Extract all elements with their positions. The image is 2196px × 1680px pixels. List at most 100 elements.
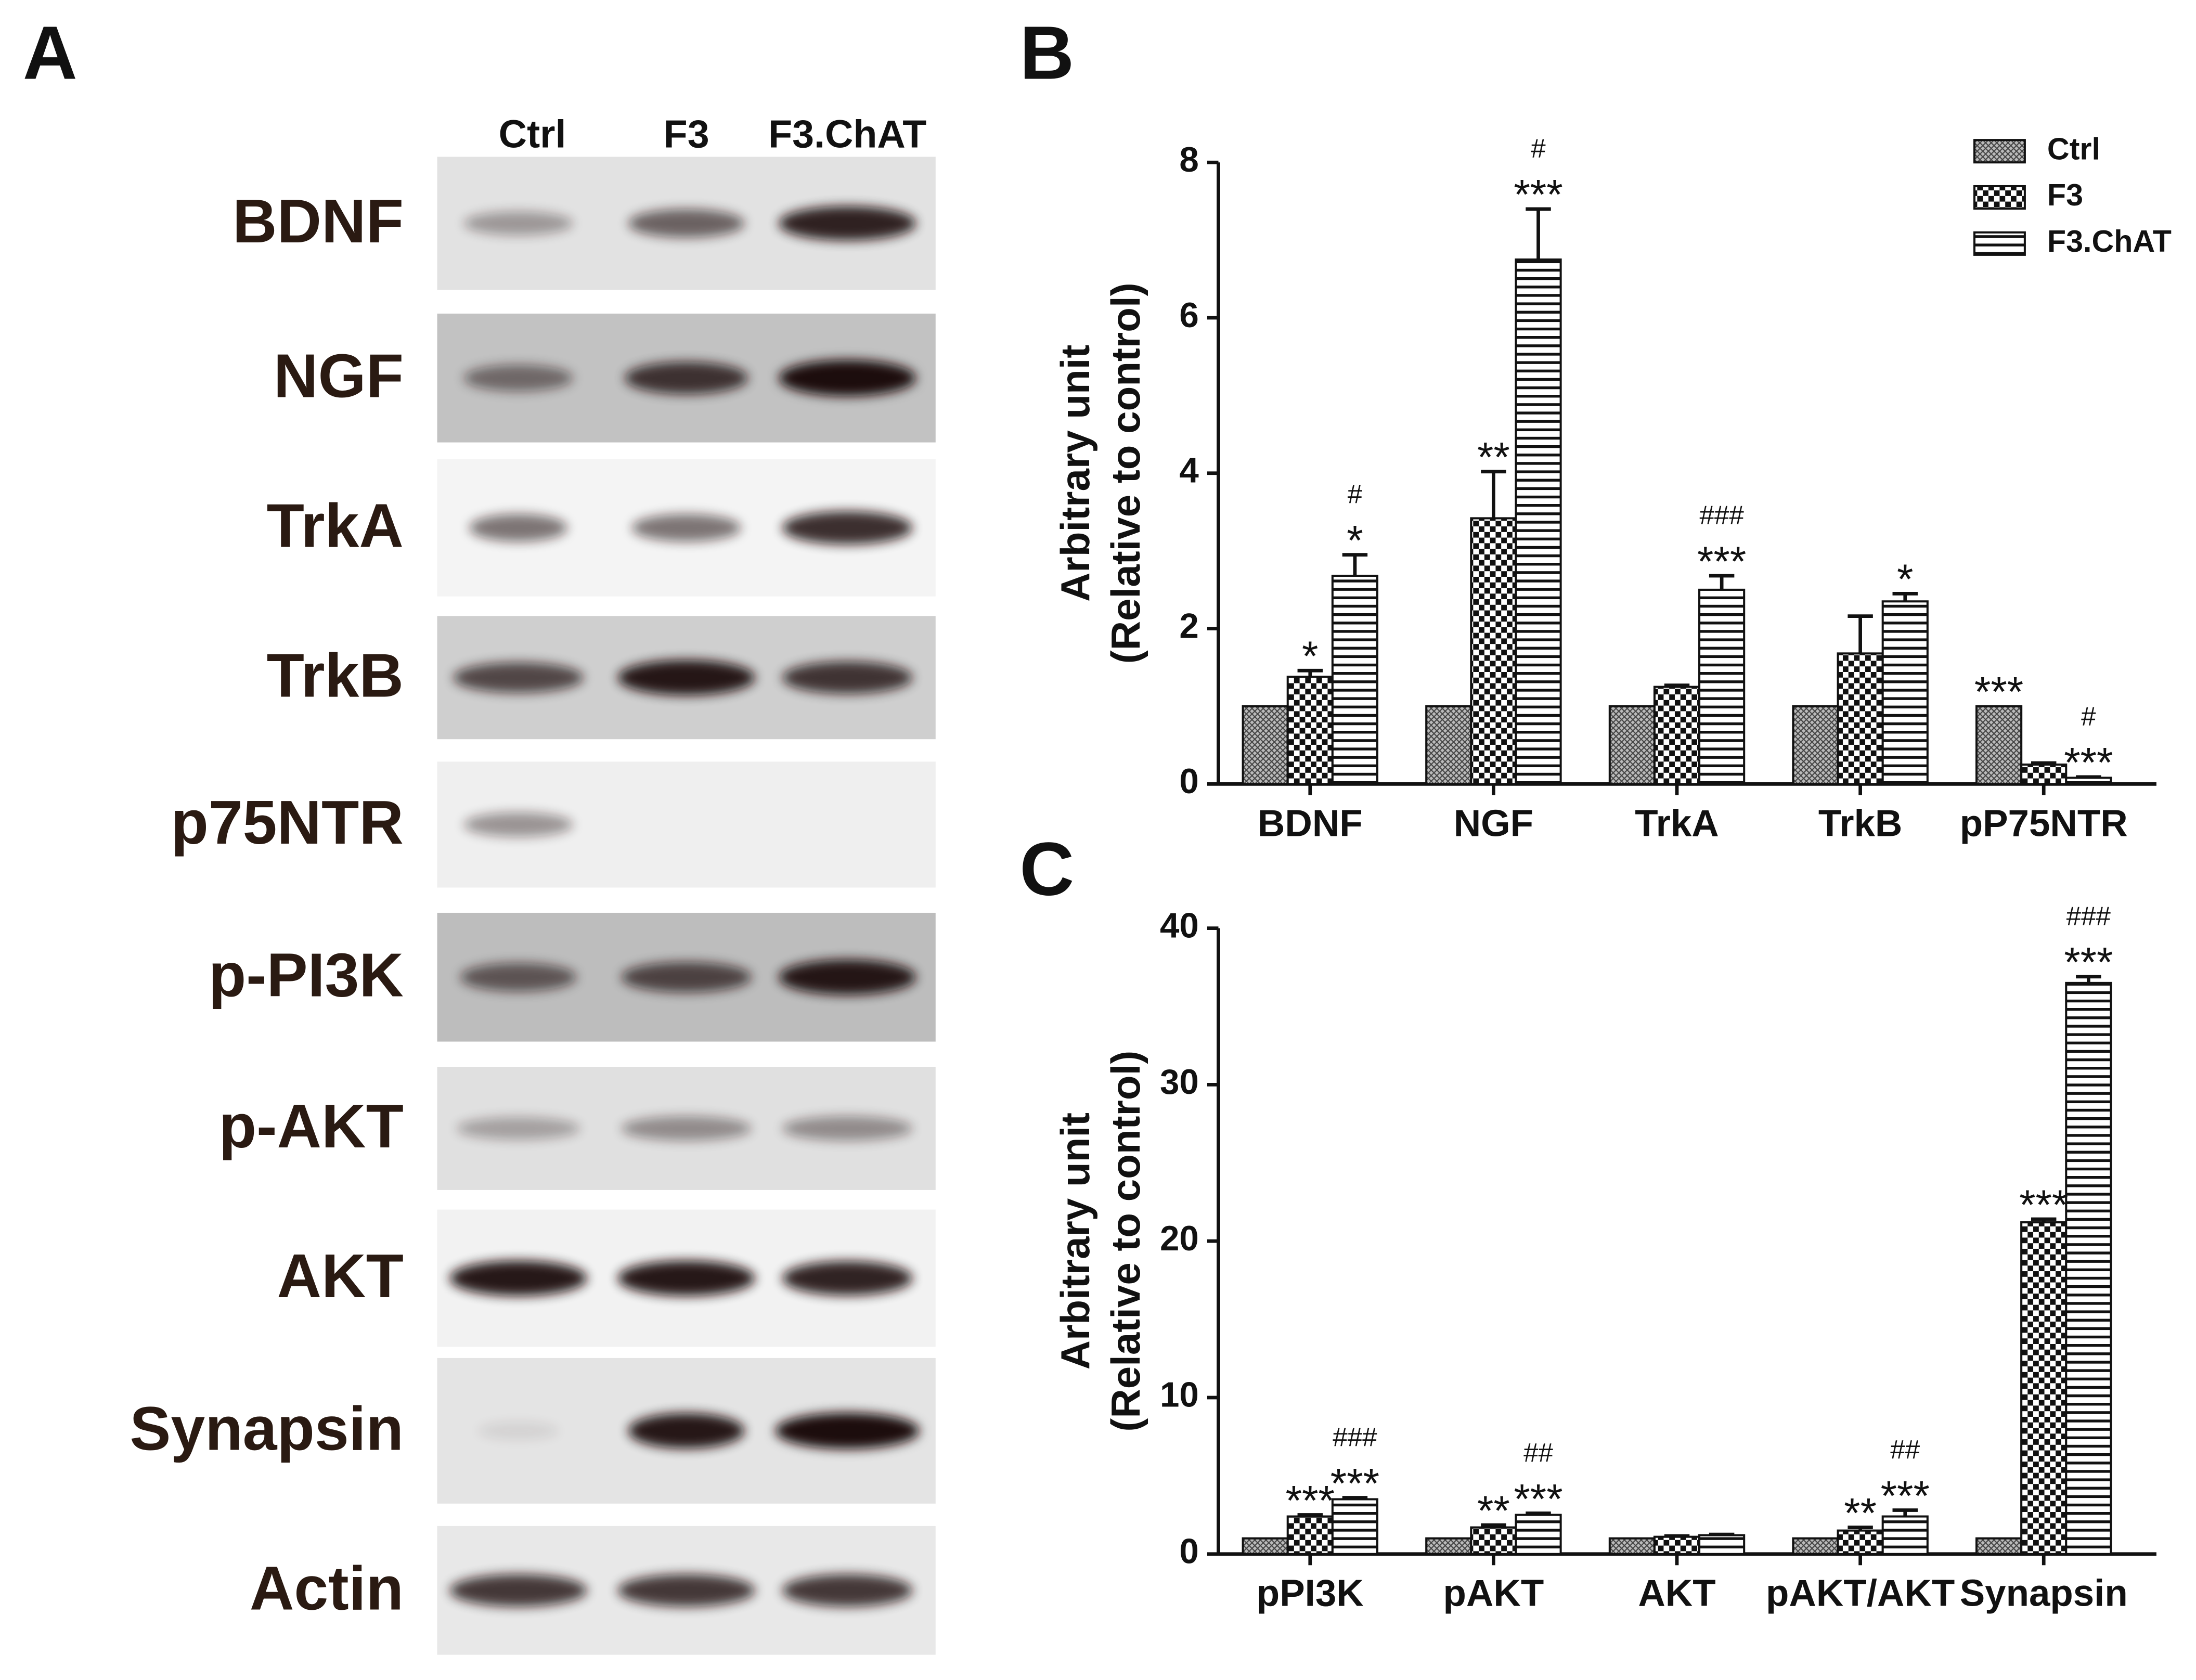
bar <box>2065 777 2112 785</box>
y-tick-label: 2 <box>1179 606 1198 645</box>
protein-label: BDNF <box>232 187 404 256</box>
significance: ** <box>1844 1490 1877 1536</box>
significance: ** <box>1477 434 1510 481</box>
band <box>782 1261 913 1296</box>
bar <box>1975 705 2023 785</box>
bar <box>2020 1221 2068 1555</box>
band <box>782 661 913 694</box>
bar <box>1515 258 1562 785</box>
protein-label: Actin <box>250 1554 404 1623</box>
significance: *** <box>2019 1182 2068 1229</box>
x-tick-label: TrkA <box>1635 802 1719 844</box>
significance: *** <box>1514 172 1562 218</box>
protein-label: AKT <box>277 1242 404 1311</box>
band <box>617 660 755 695</box>
lane-label: Ctrl <box>499 112 566 156</box>
legend-label: F3.ChAT <box>2047 224 2172 259</box>
x-tick-label: Synapsin <box>1960 1572 2128 1614</box>
bar <box>1331 1498 1379 1555</box>
significance: *** <box>1286 1477 1335 1524</box>
error-bar <box>1709 574 1735 590</box>
y-tick-label: 40 <box>1160 906 1199 945</box>
band <box>782 511 913 545</box>
band <box>463 211 573 236</box>
band <box>782 1574 913 1607</box>
error-bar <box>1848 614 1873 654</box>
band <box>477 1421 559 1440</box>
y-tick-label: 0 <box>1179 762 1198 801</box>
x-tick-label: pPI3K <box>1257 1572 1364 1614</box>
band <box>628 209 745 238</box>
bar <box>2065 981 2112 1555</box>
legend-swatch <box>1973 185 2026 210</box>
error-bar <box>1342 553 1368 576</box>
band <box>779 206 916 241</box>
band <box>631 514 741 542</box>
bar <box>1425 705 1472 785</box>
bar <box>1515 1514 1562 1555</box>
lane-label: F3 <box>664 112 709 156</box>
significance: *** <box>1697 538 1746 585</box>
bar <box>1608 705 1656 785</box>
y-axis-label: (Relative to control) <box>1103 282 1148 664</box>
y-axis-label: Arbitrary unit <box>1052 345 1098 602</box>
error-bar <box>1892 591 1918 602</box>
y-tick-label: 8 <box>1179 140 1198 179</box>
bar <box>1881 1515 1929 1555</box>
significance: ## <box>1890 1435 1920 1464</box>
bar <box>1242 705 1289 785</box>
error-bar <box>1481 470 1506 519</box>
protein-label: p-AKT <box>219 1092 404 1161</box>
y-tick-label: 20 <box>1160 1219 1199 1258</box>
band <box>625 361 748 394</box>
y-tick-label: 4 <box>1179 451 1199 490</box>
blot: Ctrl F3 F3.ChAT BDNF NGF TrkA TrkB p75NTR p-PI3K… <box>130 112 936 1655</box>
band <box>453 662 584 693</box>
bar <box>1975 1537 2023 1555</box>
legend-swatch <box>1973 231 2026 256</box>
bar <box>1470 1526 1517 1555</box>
protein-label: NGF <box>274 342 404 410</box>
protein-label: TrkB <box>267 641 404 710</box>
band <box>621 1116 752 1141</box>
y-axis-label: (Relative to control) <box>1103 1051 1148 1432</box>
significance: ### <box>1333 1422 1377 1452</box>
legend-label: Ctrl <box>2047 131 2100 166</box>
bar <box>1837 652 1884 785</box>
bar <box>1653 686 1701 785</box>
significance: *** <box>2064 939 2113 986</box>
protein-label: Synapsin <box>130 1395 403 1464</box>
band <box>460 963 577 992</box>
bar <box>1425 1537 1472 1555</box>
legend-label: F3 <box>2047 177 2083 212</box>
band <box>775 1412 920 1449</box>
bar <box>1698 588 1746 785</box>
significance: * <box>1897 556 1913 603</box>
bar <box>1698 1534 1746 1555</box>
significance: ** <box>1477 1488 1510 1534</box>
bar <box>1881 600 1929 785</box>
x-tick-label: NGF <box>1454 802 1533 844</box>
band <box>782 1116 913 1141</box>
band <box>457 1117 580 1140</box>
y-tick-label: 6 <box>1179 296 1198 335</box>
bar <box>1653 1535 1701 1555</box>
x-tick-label: pAKT <box>1443 1572 1544 1614</box>
significance: ### <box>2066 901 2111 931</box>
significance: *** <box>1514 1476 1562 1522</box>
band <box>449 1574 587 1607</box>
band <box>449 1260 587 1296</box>
bar <box>1470 517 1517 785</box>
band <box>621 962 752 993</box>
band <box>463 365 573 392</box>
bar <box>1792 1537 1839 1555</box>
bar <box>1837 1529 1884 1555</box>
band <box>779 959 916 995</box>
lane-label: F3.ChAT <box>768 112 926 156</box>
significance: # <box>2081 701 2096 731</box>
y-tick-label: 10 <box>1160 1376 1199 1415</box>
bar <box>1242 1537 1289 1555</box>
bar <box>1608 1537 1656 1555</box>
y-axis-label: Arbitrary unit <box>1052 1113 1098 1369</box>
